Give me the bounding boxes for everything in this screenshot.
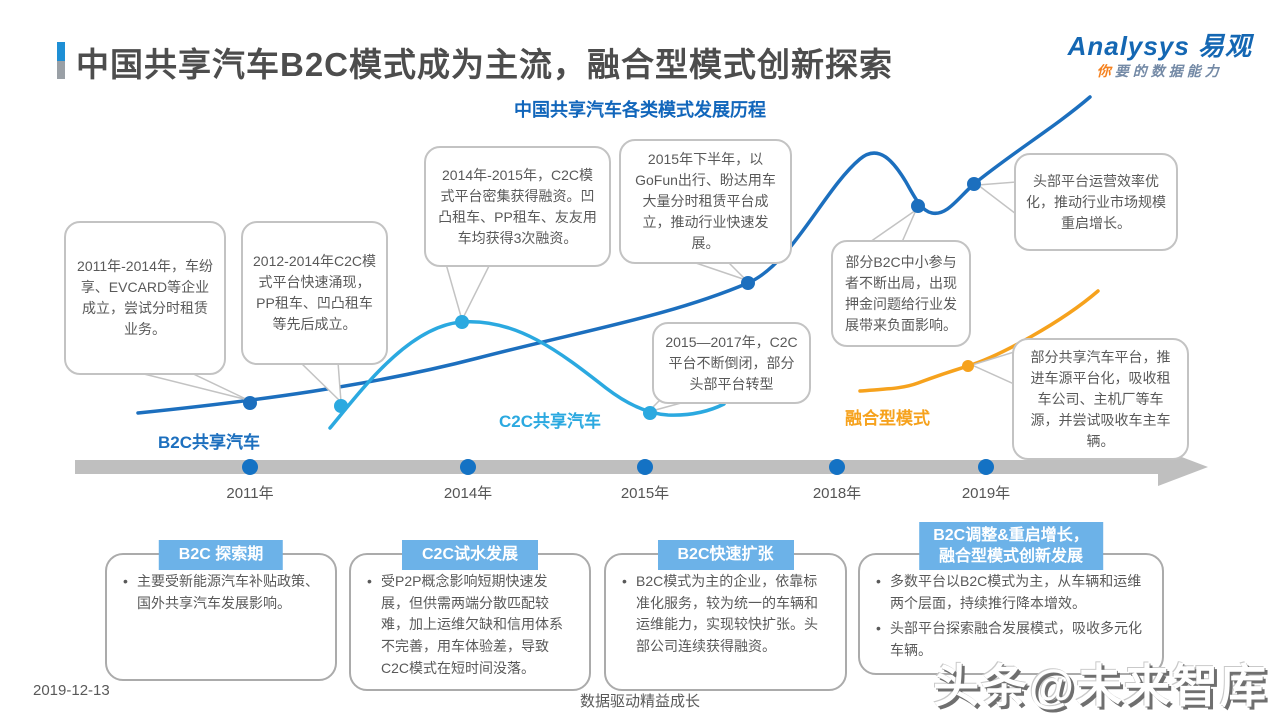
callout-fusion-platform: 部分共享汽车平台，推进车源平台化，吸收租车公司、主机厂等车源，并尝试吸收车主车辆… bbox=[1012, 338, 1189, 460]
callout-2015-2017-c2c-closures: 2015—2017年，C2C平台不断倒闭，部分头部平台转型 bbox=[652, 322, 811, 404]
title-accent-bar bbox=[57, 42, 65, 79]
b2c-dot-dip bbox=[911, 199, 925, 213]
callout-b2c-deposit-issue: 部分B2C中小参与者不断出局，出现押金问题给行业发展带来负面影响。 bbox=[831, 240, 971, 347]
page-title: 中国共享汽车B2C模式成为主流，融合型模式创新探索 bbox=[76, 46, 894, 83]
stage-tab-b2c-restart-fusion: B2C调整&重启增长， 融合型模式创新发展 bbox=[919, 522, 1103, 570]
stage-box-b2c-restart-fusion: B2C调整&重启增长， 融合型模式创新发展 多数平台以B2C模式为主，从车辆和运… bbox=[858, 522, 1164, 675]
year-label-2018: 2018年 bbox=[812, 485, 862, 502]
b2c-dot-2015 bbox=[741, 276, 755, 290]
b2c-dot-rebound bbox=[967, 177, 981, 191]
c2c-curve bbox=[328, 319, 726, 430]
logo-tagline-rest: 要的数据能力 bbox=[1114, 62, 1223, 79]
callout-2012-2014-c2c: 2012-2014年C2C模式平台快速涌现，PP租车、凹凸租车等先后成立。 bbox=[241, 221, 388, 365]
year-label-2014: 2014年 bbox=[443, 485, 493, 502]
callout-head-platform-efficiency: 头部平台运营效率优化，推动行业市场规模重启增长。 bbox=[1014, 153, 1178, 251]
stage-tab-b2c-expansion: B2C快速扩张 bbox=[657, 540, 794, 570]
b2c-curve bbox=[136, 95, 1092, 415]
logo-wordmark: Analysys 易观 bbox=[1067, 31, 1252, 61]
year-label-2019: 2019年 bbox=[961, 485, 1011, 502]
stage-bullet: 头部平台探索融合发展模式，吸收多元化车辆。 bbox=[874, 618, 1148, 661]
b2c-dot-2011 bbox=[243, 396, 257, 410]
event-dots bbox=[243, 177, 981, 420]
footer-slogan: 数据驱动精益成长 bbox=[579, 693, 701, 710]
timeline-year-dots bbox=[242, 459, 994, 475]
timeline-bar bbox=[75, 460, 1158, 474]
stage-tab-c2c-trial: C2C试水发展 bbox=[401, 540, 539, 570]
stage-tab-line1: B2C调整&重启增长， bbox=[933, 527, 1089, 544]
series-label-b2c: B2C共享汽车 bbox=[158, 433, 261, 452]
logo-tagline-lead: 你 bbox=[1096, 62, 1115, 79]
stage-bullet: B2C模式为主的企业，依靠标准化服务，较为统一的车辆和运维能力，实现较快扩张。头… bbox=[620, 571, 831, 658]
callout-2015-gofun: 2015年下半年，以GoFun出行、盼达用车大量分时租赁平台成立，推动行业快速发… bbox=[619, 139, 792, 264]
stage-box-c2c-trial: C2C试水发展 受P2P概念影响短期快速发展，但供需两端分散匹配较难，加上运维欠… bbox=[349, 540, 591, 691]
logo-tagline: 你要的数据能力 bbox=[1068, 63, 1252, 81]
year-label-2011: 2011年 bbox=[226, 485, 274, 502]
c2c-dot-peak bbox=[455, 315, 469, 329]
series-label-c2c: C2C共享汽车 bbox=[499, 412, 602, 431]
series-label-fusion: 融合型模式 bbox=[845, 409, 930, 428]
stage-tab-line2: 融合型模式创新发展 bbox=[938, 548, 1084, 565]
stage-bullets: B2C模式为主的企业，依靠标准化服务，较为统一的车辆和运维能力，实现较快扩张。头… bbox=[606, 555, 845, 658]
chart-title: 中国共享汽车各类模式发展历程 bbox=[514, 100, 766, 120]
watermark-toutiao: 头条@未来智库 bbox=[933, 660, 1268, 712]
callout-tails bbox=[127, 181, 1017, 414]
footer-date: 2019-12-13 bbox=[33, 682, 110, 699]
stage-bullets: 多数平台以B2C模式为主，从车辆和运维两个层面，持续推行降本增效。 头部平台探索… bbox=[860, 555, 1162, 662]
stage-tab-b2c-exploration: B2C 探索期 bbox=[158, 540, 284, 570]
stage-bullets: 受P2P概念影响短期快速发展，但供需两端分散匹配较难，加上运维欠缺和信用体系不完… bbox=[351, 555, 589, 679]
analysys-logo: Analysys 易观 你要的数据能力 bbox=[1068, 30, 1252, 80]
year-label-2015: 2015年 bbox=[620, 485, 670, 502]
c2c-dot-start bbox=[334, 399, 348, 413]
stage-box-b2c-expansion: B2C快速扩张 B2C模式为主的企业，依靠标准化服务，较为统一的车辆和运维能力，… bbox=[604, 540, 847, 691]
stage-bullet: 受P2P概念影响短期快速发展，但供需两端分散匹配较难，加上运维欠缺和信用体系不完… bbox=[365, 571, 575, 679]
fusion-dot bbox=[962, 360, 974, 372]
fusion-curve bbox=[858, 289, 1100, 393]
callout-2011-2014-b2c: 2011年-2014年，车纷享、EVCARD等企业成立，尝试分时租赁业务。 bbox=[64, 221, 226, 375]
stage-box-b2c-exploration: B2C 探索期 主要受新能源汽车补贴政策、国外共享汽车发展影响。 bbox=[105, 540, 337, 681]
stage-bullet: 主要受新能源汽车补贴政策、国外共享汽车发展影响。 bbox=[121, 571, 321, 614]
stage-bullet: 多数平台以B2C模式为主，从车辆和运维两个层面，持续推行降本增效。 bbox=[874, 571, 1148, 614]
callout-2014-2015-funding: 2014年-2015年，C2C模式平台密集获得融资。凹凸租车、PP租车、友友用车… bbox=[424, 146, 611, 267]
stage-bullets: 主要受新能源汽车补贴政策、国外共享汽车发展影响。 bbox=[107, 555, 335, 614]
c2c-dot-trough bbox=[643, 406, 657, 420]
